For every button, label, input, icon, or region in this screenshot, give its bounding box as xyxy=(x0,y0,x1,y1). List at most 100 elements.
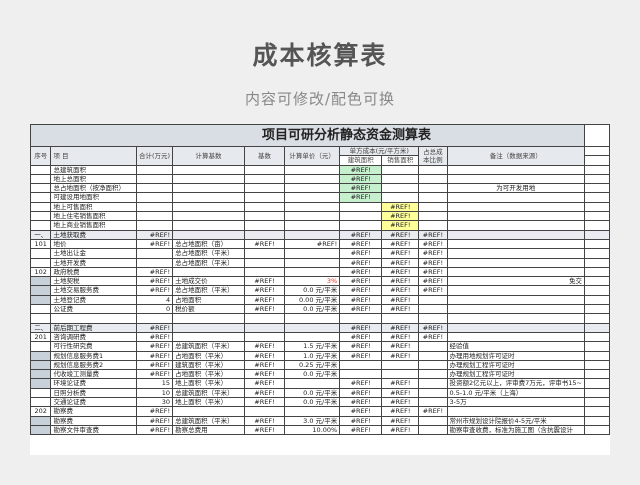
cell-sale-area[interactable]: #REF! xyxy=(381,396,420,408)
cell-ratio[interactable]: #REF! xyxy=(418,285,448,296)
cell-seq[interactable] xyxy=(30,424,52,436)
cell-build-area[interactable]: #REF! xyxy=(339,396,383,408)
cell-item[interactable]: 土地交易服务费 xyxy=(50,285,137,296)
cell-basis[interactable]: 地上面积（平米） xyxy=(172,378,245,389)
cell-ratio[interactable]: #REF! xyxy=(418,276,448,287)
cell-base[interactable]: #REF! xyxy=(243,294,286,306)
cell-note[interactable]: 为可开发用地 xyxy=(446,183,585,194)
cell-basis[interactable] xyxy=(172,322,245,333)
cell-note[interactable]: 免交 xyxy=(446,276,585,287)
cell-ratio[interactable] xyxy=(418,164,448,175)
cell-price[interactable]: 0.0 元/平米 xyxy=(284,285,341,296)
cell-ratio[interactable]: #REF! xyxy=(418,238,448,250)
cell-ratio[interactable]: #REF! xyxy=(418,229,448,240)
cell[interactable] xyxy=(584,183,610,194)
cell-item[interactable]: 可行性研究费 xyxy=(50,341,137,352)
cell-price[interactable]: 1.5 元/平米 xyxy=(284,341,341,352)
cell[interactable] xyxy=(584,424,610,436)
cell-note[interactable]: 3-5万 xyxy=(446,396,585,408)
cell-basis[interactable] xyxy=(172,229,245,240)
cell-seq[interactable]: 101 xyxy=(30,238,52,250)
cell-ratio[interactable] xyxy=(418,341,448,352)
cell-seq[interactable] xyxy=(30,192,52,203)
cell-base[interactable] xyxy=(243,266,286,278)
cell-total[interactable]: #REF! xyxy=(135,285,174,296)
cell-total[interactable]: #REF! xyxy=(135,341,174,352)
cell-build-area[interactable] xyxy=(339,211,383,222)
cell-price[interactable] xyxy=(284,173,341,185)
cell-base[interactable]: #REF! xyxy=(243,285,286,296)
cell-item[interactable]: 地价 xyxy=(50,238,137,250)
cell-basis[interactable]: 建筑面积（平米） xyxy=(172,359,245,371)
cell-basis[interactable]: 总建筑面积（平米） xyxy=(172,387,245,399)
cell-sale-area[interactable]: #REF! xyxy=(381,285,420,296)
cell-build-area[interactable] xyxy=(339,369,383,380)
cell-price[interactable] xyxy=(284,331,341,343)
cell-ratio[interactable] xyxy=(418,378,448,389)
cell-sale-area[interactable] xyxy=(381,173,420,185)
cell-item[interactable]: 前后期工程费 xyxy=(50,322,137,333)
cell-build-area[interactable]: #REF! xyxy=(339,294,383,306)
cell-base[interactable]: #REF! xyxy=(243,238,286,250)
cell-note[interactable]: 办理规划工程许可证时 xyxy=(446,369,585,380)
cell-basis[interactable]: 总占地面积（亩） xyxy=(172,238,245,250)
cell[interactable] xyxy=(584,248,610,259)
cell-base[interactable]: #REF! xyxy=(243,387,286,399)
cell-price[interactable] xyxy=(284,229,341,240)
cell-basis[interactable]: 总占地面积（平米） xyxy=(172,248,245,259)
cell-base[interactable]: #REF! xyxy=(243,396,286,408)
cell-sale-area[interactable]: #REF! xyxy=(381,248,420,259)
cell[interactable] xyxy=(584,322,610,333)
cell-basis[interactable]: 地上面积（平米） xyxy=(172,396,245,408)
cell-ratio[interactable]: #REF! xyxy=(418,322,448,333)
cell-seq[interactable] xyxy=(30,304,52,315)
cell-build-area[interactable]: #REF! xyxy=(339,238,383,250)
cell-price[interactable]: 3% xyxy=(284,276,341,287)
cell-note[interactable] xyxy=(446,294,585,306)
cell-sale-area[interactable]: #REF! xyxy=(381,276,420,287)
cell[interactable] xyxy=(584,359,610,371)
cell-item[interactable]: 土地获取费 xyxy=(50,229,137,240)
cell-base[interactable] xyxy=(243,164,286,175)
cell-item[interactable]: 政府税费 xyxy=(50,266,137,278)
cell-build-area[interactable]: #REF! xyxy=(339,378,383,389)
cell-seq[interactable] xyxy=(30,220,52,231)
cell-total[interactable] xyxy=(135,183,174,194)
cell-ratio[interactable] xyxy=(418,173,448,185)
cell[interactable] xyxy=(584,238,610,250)
cell-basis[interactable] xyxy=(172,220,245,231)
cell-base[interactable] xyxy=(243,220,286,231)
cell-seq[interactable] xyxy=(30,341,52,352)
cell-basis[interactable]: 总建筑面积（平米） xyxy=(172,415,245,426)
header-unit-cost[interactable]: 单方成本(元/平方米) xyxy=(339,145,420,157)
cell-seq[interactable] xyxy=(30,211,52,222)
cell-ratio[interactable] xyxy=(418,396,448,408)
cell-ratio[interactable] xyxy=(418,350,448,361)
cell-note[interactable] xyxy=(446,257,585,268)
cell-basis[interactable]: 占地面积 xyxy=(172,294,245,306)
cell-total[interactable]: 30 xyxy=(135,396,174,408)
cell-seq[interactable] xyxy=(30,164,52,175)
cell-ratio[interactable] xyxy=(418,424,448,436)
cell-seq[interactable] xyxy=(30,313,52,324)
cell-sale-area[interactable]: #REF! xyxy=(381,341,420,352)
cell-total[interactable]: 10 xyxy=(135,387,174,399)
cell-note[interactable] xyxy=(446,229,585,240)
cell-item[interactable]: 土地开发费 xyxy=(50,257,137,268)
cell-note[interactable]: 0.5-1.0 元/平米（上海） xyxy=(446,387,585,399)
cell-price[interactable]: 1.0 元/平米 xyxy=(284,350,341,361)
cell-seq[interactable]: 102 xyxy=(30,266,52,278)
cell-build-area[interactable]: #REF! xyxy=(339,173,383,185)
cell-total[interactable]: #REF! xyxy=(135,415,174,426)
cell-build-area[interactable] xyxy=(339,201,383,213)
cell-total[interactable]: 0 xyxy=(135,304,174,315)
cell-note[interactable]: 经验值 xyxy=(446,341,585,352)
cell-ratio[interactable] xyxy=(418,359,448,371)
cell-price[interactable]: 0.0 元/平米 xyxy=(284,396,341,408)
header-seq[interactable]: 序号 xyxy=(30,146,52,166)
cell-build-area[interactable]: #REF! xyxy=(339,322,383,333)
cell-sale-area[interactable]: #REF! xyxy=(381,238,420,250)
cell-build-area[interactable]: #REF! xyxy=(339,276,383,287)
cell-base[interactable]: #REF! xyxy=(243,424,286,436)
cell[interactable] xyxy=(584,406,610,417)
